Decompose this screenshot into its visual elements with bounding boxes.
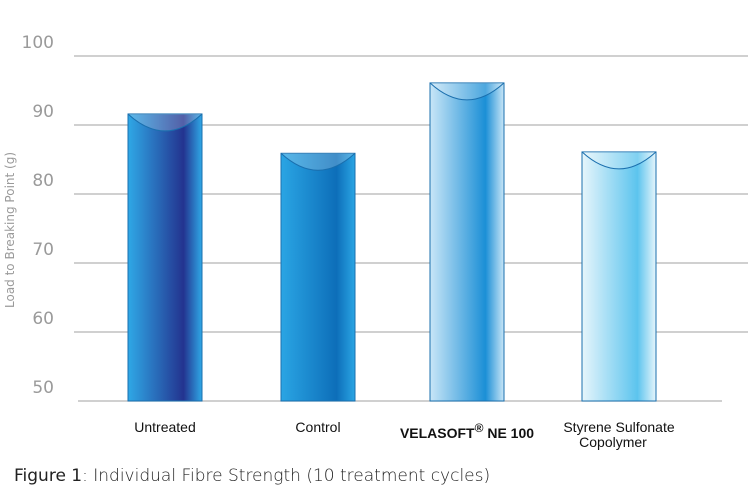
bar-cap (127, 113, 203, 132)
y-tick-label: 90 (32, 102, 54, 122)
bar (581, 151, 657, 402)
bar-cap (280, 152, 356, 171)
y-tick-label: 80 (32, 171, 54, 191)
x-tick-label: Copolymer (579, 434, 647, 450)
y-tick-label: 60 (32, 309, 54, 329)
bar (127, 113, 203, 402)
bar-cap (581, 151, 657, 170)
x-tick-label: Untreated (134, 419, 195, 435)
bar-cap (429, 82, 505, 101)
caption-label: Figure 1 (14, 466, 83, 486)
y-tick-label: 100 (22, 33, 54, 53)
x-tick-label: VELASOFT® NE 100 (400, 421, 534, 441)
figure-caption: Figure 1: Individual Fibre Strength (10 … (14, 466, 490, 486)
caption-text: : Individual Fibre Strength (10 treatmen… (82, 466, 491, 486)
bar-chart: 50 60 70 80 90 100 Untreated Control VELASOFT® … (3, 33, 748, 450)
y-tick-label: 50 (32, 378, 54, 398)
y-axis-label: Load to Breaking Point (g) (3, 152, 17, 308)
bar (280, 152, 356, 402)
x-tick-label: Control (295, 419, 340, 435)
x-tick-label: Styrene Sulfonate (563, 419, 675, 435)
y-tick-label: 70 (32, 240, 54, 260)
bar (429, 82, 505, 402)
